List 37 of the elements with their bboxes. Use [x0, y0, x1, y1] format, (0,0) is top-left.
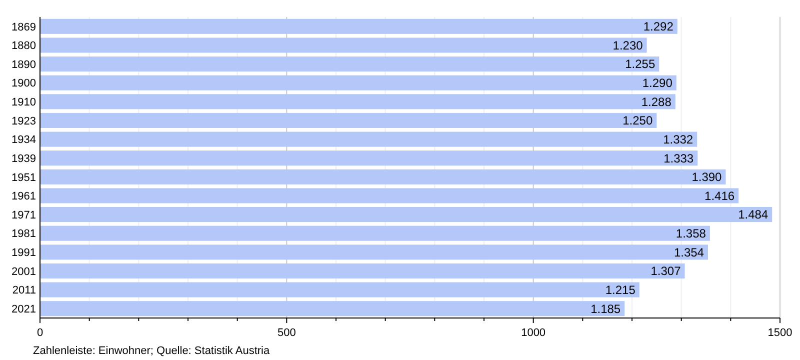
y-tick-label: 1869 [12, 21, 36, 34]
x-tick-label: 500 [277, 327, 296, 339]
data-label: 1.358 [676, 226, 706, 241]
data-label: 1.185 [590, 302, 621, 316]
x-tick-label: 1000 [521, 327, 546, 339]
data-label: 1.250 [622, 114, 653, 128]
data-label: 1.307 [650, 264, 682, 278]
y-tick-label: 1934 [12, 134, 36, 146]
y-tick-label: 1880 [12, 40, 36, 52]
y-tick-label: 2001 [12, 266, 36, 278]
data-label: 1.230 [612, 38, 644, 52]
data-label: 1.484 [738, 208, 768, 222]
x-tick-label: 1500 [768, 327, 792, 339]
data-label: 1.290 [642, 76, 673, 90]
data-label: 1.354 [674, 245, 704, 260]
data-label: 1.390 [692, 170, 722, 184]
y-tick-label: 2021 [12, 303, 36, 316]
y-tick-label: 1910 [12, 96, 36, 109]
y-tick-label: 2011 [12, 284, 36, 297]
y-tick-label: 1971 [12, 209, 36, 222]
data-label: 1.255 [625, 57, 656, 72]
y-tick-label: 1951 [12, 172, 36, 184]
data-label: 1.332 [663, 132, 694, 146]
data-label: 1.292 [643, 20, 674, 34]
y-tick-label: 1981 [12, 228, 36, 240]
y-tick-label: 1939 [12, 152, 36, 165]
text: Zahlenleiste: Einwohner; Quelle: Statistik Austria [33, 345, 270, 357]
y-tick-label: 1900 [12, 78, 36, 90]
data-label: 1.416 [704, 188, 735, 203]
data-label: 1.333 [664, 151, 694, 166]
data-label: 1.288 [641, 94, 672, 109]
data-label: 1.215 [605, 282, 636, 297]
x-tick-label: 0 [36, 327, 44, 339]
y-tick-label: 1923 [12, 115, 36, 128]
y-tick-label: 1961 [12, 190, 36, 203]
y-tick-label: 1890 [12, 58, 36, 71]
y-tick-label: 1991 [12, 247, 36, 260]
